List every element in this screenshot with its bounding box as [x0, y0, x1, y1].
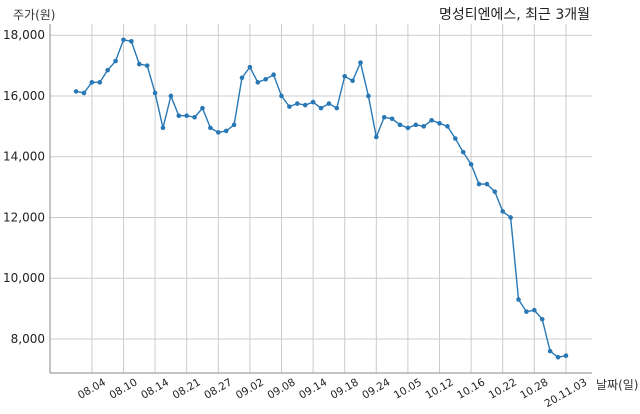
x-tick-label: 10.16: [455, 376, 487, 402]
data-point: [223, 128, 229, 134]
x-tick-label: 10.05: [392, 376, 424, 401]
data-point: [350, 78, 355, 84]
x-tick-label: 08.21: [171, 376, 203, 401]
data-point: [271, 72, 276, 78]
data-point: [279, 93, 284, 99]
data-point: [421, 124, 427, 129]
data-point: [200, 105, 205, 111]
data-point: [437, 121, 442, 126]
x-tick-label: 08.04: [76, 376, 108, 402]
x-tick-label: 09.24: [360, 376, 392, 402]
data-point: [129, 39, 134, 44]
x-tick-label: 08.27: [202, 376, 234, 401]
data-point: [192, 114, 197, 120]
data-point: [460, 149, 466, 155]
x-tick-label: 08.10: [107, 376, 139, 401]
y-tick-labels: 8,000 10,000 12,000 14,000 16,000 18,000: [3, 28, 45, 346]
data-point: [318, 105, 324, 111]
data-point: [563, 353, 569, 358]
x-tick-label: 09.18: [329, 376, 361, 401]
x-tick-label: 09.02: [234, 376, 266, 401]
data-point: [468, 162, 474, 167]
x-tick-label: 20.11.03: [543, 376, 590, 410]
x-axis-label: 날짜(일): [596, 378, 638, 392]
data-point: [97, 80, 103, 85]
data-point: [476, 181, 482, 187]
y-tick-label: 12,000: [3, 210, 45, 224]
data-point: [144, 63, 150, 68]
data-point: [208, 125, 213, 131]
data-point: [152, 90, 158, 96]
data-point: [334, 105, 340, 111]
data-point: [555, 354, 561, 360]
data-point: [231, 122, 237, 128]
data-point: [358, 60, 363, 65]
data-point: [342, 73, 348, 79]
data-point: [105, 67, 110, 73]
x-tick-label: 10.12: [423, 376, 455, 401]
axes: [49, 24, 592, 374]
data-point: [136, 61, 142, 67]
x-tick-label: 09.14: [297, 376, 329, 402]
data-point: [176, 113, 182, 119]
data-point: [492, 189, 498, 194]
data-point: [302, 102, 308, 108]
data-point: [445, 124, 450, 129]
data-point: [263, 76, 268, 82]
data-point: [413, 122, 419, 128]
data-point: [73, 89, 79, 94]
data-point: [508, 215, 513, 220]
data-point: [255, 80, 261, 85]
data-point: [516, 297, 521, 302]
data-point: [184, 113, 189, 119]
data-point: [453, 136, 458, 141]
data-point: [160, 125, 166, 131]
data-point: [215, 130, 221, 135]
data-point: [532, 307, 537, 313]
data-point: [381, 114, 387, 120]
data-point: [326, 101, 332, 106]
data-point: [500, 209, 506, 214]
x-tick-label: 08.14: [139, 376, 171, 402]
data-point: [81, 90, 87, 96]
data-point: [239, 75, 245, 81]
data-point: [429, 117, 434, 123]
data-point: [524, 309, 529, 314]
data-point: [89, 80, 95, 85]
data-point: [310, 99, 316, 105]
x-tick-label: 09.08: [265, 376, 297, 401]
x-tick-labels: 08.04 08.10 08.14 08.21 08.27 09.02 09.08 09.14…: [76, 376, 589, 410]
y-tick-label: 16,000: [3, 89, 45, 103]
y-tick-label: 18,000: [3, 28, 45, 42]
data-point: [484, 181, 490, 187]
data-point: [168, 93, 174, 99]
data-point: [397, 122, 403, 128]
data-point: [389, 116, 395, 122]
data-point: [247, 64, 253, 70]
x-tick-label: 10.22: [487, 376, 519, 401]
y-tick-label: 14,000: [3, 150, 45, 164]
data-point: [113, 58, 118, 64]
y-axis-label: 주가(원): [13, 8, 55, 22]
data-point: [294, 101, 300, 106]
price-line: [75, 39, 567, 358]
y-tick-label: 8,000: [11, 332, 45, 346]
grid: [50, 24, 592, 373]
data-point: [121, 37, 126, 43]
data-point: [547, 348, 553, 354]
series-price: [73, 37, 569, 360]
data-point: [366, 93, 371, 99]
data-point: [374, 134, 379, 140]
data-point: [539, 316, 545, 322]
data-point: [405, 125, 411, 131]
y-tick-label: 10,000: [3, 271, 45, 285]
chart-title: 명성티엔에스, 최근 3개월: [439, 7, 590, 23]
data-point: [287, 104, 292, 109]
